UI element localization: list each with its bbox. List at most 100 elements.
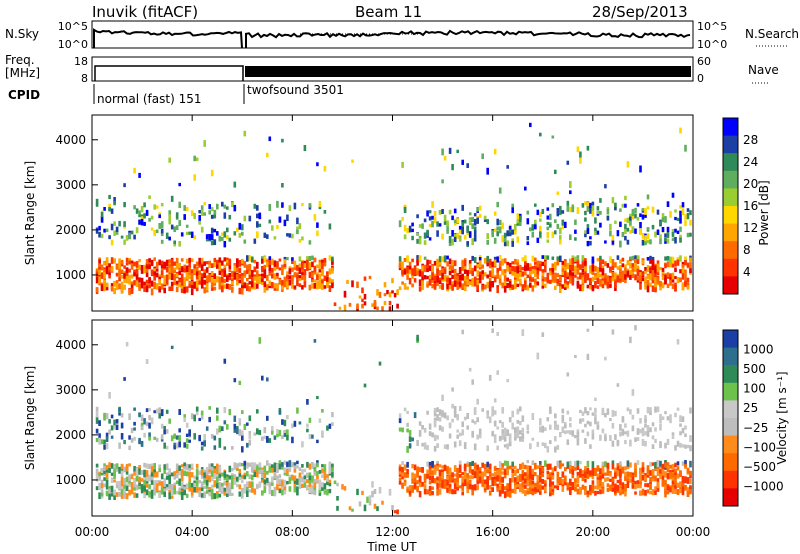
data-cell xyxy=(286,465,289,472)
data-cell xyxy=(493,237,497,244)
data-cell xyxy=(506,483,509,490)
data-cell xyxy=(95,411,99,418)
data-cell xyxy=(406,446,409,453)
data-cell xyxy=(145,279,149,284)
data-cell xyxy=(614,434,617,440)
data-cell xyxy=(471,216,474,222)
data-cell xyxy=(128,268,131,273)
data-cell xyxy=(143,469,146,476)
data-cell xyxy=(138,219,141,225)
data-cell xyxy=(521,487,525,494)
colorbar-tick-label: 8 xyxy=(743,243,751,257)
data-cell xyxy=(649,482,652,490)
data-cell xyxy=(268,466,272,473)
data-cell xyxy=(123,488,126,495)
data-cell xyxy=(283,259,287,264)
data-cell xyxy=(195,480,199,487)
data-cell xyxy=(221,260,224,266)
data-cell xyxy=(348,302,352,307)
data-cell xyxy=(546,221,550,225)
data-cell xyxy=(619,478,622,486)
data-cell xyxy=(198,215,201,222)
data-cell xyxy=(303,276,307,284)
data-cell xyxy=(441,410,444,417)
data-cell xyxy=(541,467,545,472)
data-cell xyxy=(183,414,186,418)
data-cell xyxy=(125,270,129,274)
data-cell xyxy=(591,429,595,434)
data-cell xyxy=(671,432,675,436)
data-cell xyxy=(503,232,507,237)
data-cell xyxy=(599,210,602,215)
data-cell xyxy=(594,467,597,472)
data-cell xyxy=(451,418,454,423)
data-cell xyxy=(463,472,467,480)
data-cell xyxy=(468,482,472,489)
data-cell xyxy=(659,423,662,431)
data-cell xyxy=(426,461,429,467)
data-cell xyxy=(619,468,622,476)
data-cell xyxy=(398,286,402,291)
data-cell xyxy=(328,423,332,429)
data-cell xyxy=(659,469,662,475)
data-cell xyxy=(268,260,272,266)
data-cell xyxy=(100,479,104,486)
data-cell xyxy=(200,410,204,416)
data-cell xyxy=(581,261,585,269)
colorbar-swatch xyxy=(723,258,738,277)
data-cell xyxy=(483,215,487,220)
data-cell xyxy=(416,480,419,485)
x-tick-label: 16:00 xyxy=(475,525,510,539)
data-cell xyxy=(498,227,502,234)
data-cell xyxy=(293,285,297,289)
data-cell xyxy=(519,406,522,412)
data-cell xyxy=(278,267,282,271)
data-cell xyxy=(458,281,462,287)
data-cell xyxy=(466,226,469,233)
data-cell xyxy=(674,285,677,291)
data-cell xyxy=(246,422,249,426)
data-cell xyxy=(546,446,550,453)
data-cell xyxy=(654,461,657,469)
data-cell xyxy=(661,480,665,487)
data-cell xyxy=(566,410,570,415)
data-cell xyxy=(511,488,514,494)
data-cell xyxy=(175,490,179,495)
data-cell xyxy=(481,408,484,412)
data-cell xyxy=(218,286,222,290)
data-cell xyxy=(609,223,612,231)
data-cell xyxy=(544,268,547,273)
data-cell xyxy=(268,136,272,142)
data-cell xyxy=(601,473,605,479)
data-cell xyxy=(313,283,317,289)
data-cell xyxy=(248,281,252,285)
data-cell xyxy=(266,477,269,483)
data-cell xyxy=(631,226,635,233)
data-cell xyxy=(496,469,499,476)
data-cell xyxy=(433,210,437,217)
data-cell xyxy=(160,473,164,480)
data-cell xyxy=(531,277,535,281)
data-cell xyxy=(589,277,592,285)
data-cell xyxy=(178,482,181,486)
data-cell xyxy=(581,274,585,279)
data-cell xyxy=(579,151,582,158)
data-cell xyxy=(113,489,116,496)
data-cell xyxy=(486,445,489,452)
data-cell xyxy=(183,277,186,283)
data-cell xyxy=(473,213,477,217)
data-cell xyxy=(170,281,174,288)
data-cell xyxy=(458,466,462,473)
data-cell xyxy=(231,281,234,285)
data-cell xyxy=(263,466,267,473)
data-cell xyxy=(221,490,224,494)
data-cell xyxy=(218,486,222,493)
data-cell xyxy=(293,420,297,427)
data-cell xyxy=(531,437,535,441)
data-cell xyxy=(173,281,176,286)
data-cell xyxy=(549,224,552,228)
data-cell xyxy=(263,465,267,470)
data-cell xyxy=(401,466,404,474)
data-cell xyxy=(210,277,214,284)
data-cell xyxy=(256,273,259,279)
